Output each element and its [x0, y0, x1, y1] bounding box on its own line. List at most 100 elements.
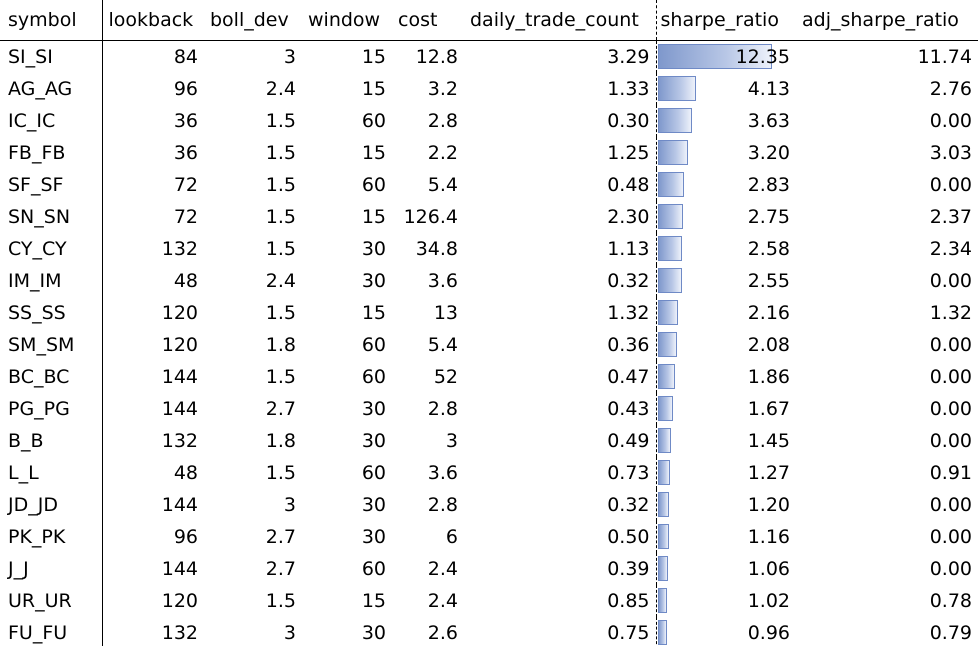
cell-boll-dev[interactable]: 1.5 [265, 142, 296, 164]
cell-cost[interactable]: 2.8 [427, 494, 458, 516]
cell-symbol[interactable]: CY_CY [0, 233, 103, 265]
cell-symbol[interactable]: SN_SN [0, 201, 103, 233]
cell-window[interactable]: 30 [361, 430, 386, 452]
cell-daily-trade-count[interactable]: 0.73 [607, 462, 650, 484]
cell-daily-trade-count[interactable]: 1.25 [607, 142, 650, 164]
cell-sharpe-ratio[interactable]: 1.45 [655, 425, 796, 457]
cell-adj-sharpe-ratio[interactable]: 0.00 [929, 174, 972, 196]
cell-adj-sharpe-ratio[interactable]: 0.00 [929, 494, 972, 516]
cell-boll-dev[interactable]: 2.7 [265, 526, 296, 548]
cell-window[interactable]: 30 [361, 270, 386, 292]
cell-adj-sharpe-ratio[interactable]: 0.00 [929, 270, 972, 292]
cell-boll-dev[interactable]: 1.5 [265, 206, 296, 228]
cell-adj-sharpe-ratio[interactable]: 0.00 [929, 558, 972, 580]
cell-sharpe-ratio[interactable]: 1.20 [655, 489, 796, 521]
cell-cost[interactable]: 6 [445, 526, 458, 548]
cell-lookback[interactable]: 144 [161, 398, 198, 420]
cell-cost[interactable]: 2.6 [427, 622, 458, 644]
cell-sharpe-ratio[interactable]: 2.16 [655, 297, 796, 329]
cell-cost[interactable]: 3.6 [427, 462, 458, 484]
cell-window[interactable]: 30 [361, 494, 386, 516]
cell-lookback[interactable]: 120 [161, 302, 198, 324]
cell-boll-dev[interactable]: 1.8 [265, 430, 296, 452]
cell-boll-dev[interactable]: 3 [283, 622, 296, 644]
cell-symbol[interactable]: SF_SF [0, 169, 103, 201]
cell-lookback[interactable]: 48 [173, 270, 198, 292]
cell-sharpe-ratio[interactable]: 3.20 [655, 137, 796, 169]
cell-symbol[interactable]: SM_SM [0, 329, 103, 361]
cell-sharpe-ratio[interactable]: 1.02 [655, 585, 796, 617]
cell-adj-sharpe-ratio[interactable]: 2.37 [929, 206, 972, 228]
cell-symbol[interactable]: B_B [0, 425, 103, 457]
cell-daily-trade-count[interactable]: 0.48 [607, 174, 650, 196]
cell-window[interactable]: 60 [361, 366, 386, 388]
cell-symbol[interactable]: UR_UR [0, 585, 103, 617]
cell-lookback[interactable]: 96 [173, 526, 198, 548]
cell-daily-trade-count[interactable]: 0.32 [607, 494, 650, 516]
column-header-adj-sharpe-ratio[interactable]: adj_sharpe_ratio [796, 0, 978, 41]
cell-daily-trade-count[interactable]: 0.85 [607, 590, 650, 612]
cell-symbol[interactable]: IM_IM [0, 265, 103, 297]
cell-window[interactable]: 60 [361, 558, 386, 580]
column-header-window[interactable]: window [302, 0, 392, 41]
cell-daily-trade-count[interactable]: 0.49 [607, 430, 650, 452]
cell-adj-sharpe-ratio[interactable]: 11.74 [917, 46, 972, 68]
cell-adj-sharpe-ratio[interactable]: 0.00 [929, 526, 972, 548]
cell-cost[interactable]: 2.8 [427, 398, 458, 420]
cell-boll-dev[interactable]: 2.7 [265, 558, 296, 580]
cell-daily-trade-count[interactable]: 0.50 [607, 526, 650, 548]
cell-cost[interactable]: 3.6 [427, 270, 458, 292]
cell-lookback[interactable]: 120 [161, 334, 198, 356]
cell-window[interactable]: 60 [361, 110, 386, 132]
cell-daily-trade-count[interactable]: 3.29 [607, 46, 650, 68]
cell-symbol[interactable]: AG_AG [0, 73, 103, 105]
cell-cost[interactable]: 3 [445, 430, 458, 452]
cell-daily-trade-count[interactable]: 1.13 [607, 238, 650, 260]
cell-boll-dev[interactable]: 3 [283, 46, 296, 68]
cell-boll-dev[interactable]: 1.5 [265, 366, 296, 388]
cell-boll-dev[interactable]: 1.5 [265, 110, 296, 132]
cell-symbol[interactable]: PK_PK [0, 521, 103, 553]
cell-lookback[interactable]: 96 [173, 78, 198, 100]
cell-window[interactable]: 30 [361, 526, 386, 548]
cell-adj-sharpe-ratio[interactable]: 0.00 [929, 110, 972, 132]
cell-lookback[interactable]: 84 [173, 46, 198, 68]
cell-cost[interactable]: 52 [433, 366, 458, 388]
cell-daily-trade-count[interactable]: 0.43 [607, 398, 650, 420]
cell-boll-dev[interactable]: 3 [283, 494, 296, 516]
cell-cost[interactable]: 5.4 [427, 334, 458, 356]
cell-lookback[interactable]: 132 [161, 238, 198, 260]
column-header-daily-trade-count[interactable]: daily_trade_count [464, 0, 656, 41]
cell-lookback[interactable]: 144 [161, 494, 198, 516]
cell-window[interactable]: 15 [361, 206, 386, 228]
cell-adj-sharpe-ratio[interactable]: 2.34 [929, 238, 972, 260]
cell-window[interactable]: 60 [361, 174, 386, 196]
cell-cost[interactable]: 2.8 [427, 110, 458, 132]
cell-daily-trade-count[interactable]: 1.32 [607, 302, 650, 324]
cell-cost[interactable]: 126.4 [403, 206, 458, 228]
cell-window[interactable]: 30 [361, 398, 386, 420]
cell-lookback[interactable]: 36 [173, 142, 198, 164]
cell-sharpe-ratio[interactable]: 0.96 [655, 617, 796, 646]
cell-sharpe-ratio[interactable]: 2.58 [655, 233, 796, 265]
cell-cost[interactable]: 2.2 [427, 142, 458, 164]
cell-symbol[interactable]: SS_SS [0, 297, 103, 329]
cell-sharpe-ratio[interactable]: 1.06 [655, 553, 796, 585]
cell-adj-sharpe-ratio[interactable]: 1.32 [929, 302, 972, 324]
cell-cost[interactable]: 5.4 [427, 174, 458, 196]
cell-sharpe-ratio[interactable]: 3.63 [655, 105, 796, 137]
cell-window[interactable]: 15 [361, 302, 386, 324]
cell-daily-trade-count[interactable]: 0.75 [607, 622, 650, 644]
cell-adj-sharpe-ratio[interactable]: 0.78 [929, 590, 972, 612]
cell-adj-sharpe-ratio[interactable]: 0.00 [929, 366, 972, 388]
cell-boll-dev[interactable]: 1.5 [265, 174, 296, 196]
cell-adj-sharpe-ratio[interactable]: 3.03 [929, 142, 972, 164]
cell-window[interactable]: 15 [361, 46, 386, 68]
cell-window[interactable]: 15 [361, 590, 386, 612]
cell-daily-trade-count[interactable]: 0.32 [607, 270, 650, 292]
cell-window[interactable]: 15 [361, 142, 386, 164]
cell-symbol[interactable]: L_L [0, 457, 103, 489]
cell-sharpe-ratio[interactable]: 2.75 [655, 201, 796, 233]
cell-sharpe-ratio[interactable]: 12.35 [655, 40, 796, 73]
cell-boll-dev[interactable]: 1.5 [265, 590, 296, 612]
